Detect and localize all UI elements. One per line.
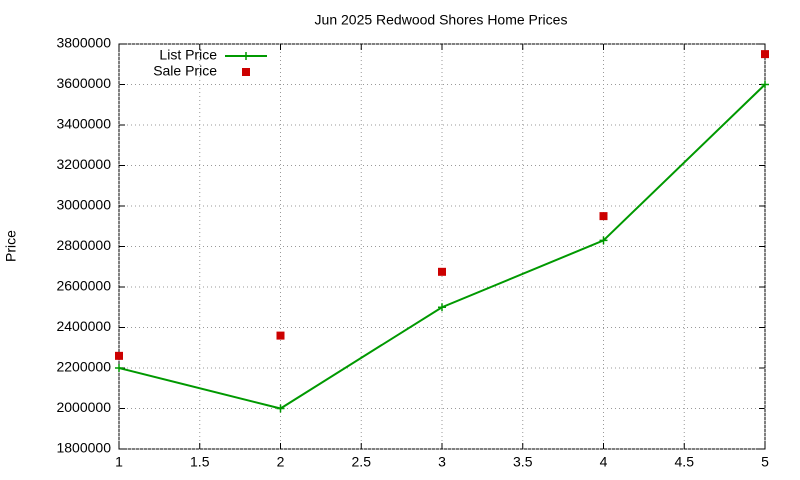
y-tick-label: 3000000 xyxy=(56,197,111,213)
y-tick-label: 3200000 xyxy=(56,156,111,172)
point xyxy=(438,303,446,312)
y-tick-label: 3800000 xyxy=(56,35,111,51)
x-tick-label: 2 xyxy=(277,454,285,470)
y-tick-label: 3600000 xyxy=(56,75,111,91)
y-tick-label: 2600000 xyxy=(56,278,111,294)
y-tick-label: 2800000 xyxy=(56,237,111,253)
point xyxy=(761,80,769,89)
point xyxy=(599,236,608,245)
x-tick-label: 4 xyxy=(600,454,608,470)
chart-title: Jun 2025 Redwood Shores Home Prices xyxy=(315,12,568,28)
x-tick-label: 5 xyxy=(761,454,769,470)
y-tick-label: 1800000 xyxy=(56,440,111,456)
legend-label: List Price xyxy=(159,47,217,63)
y-tick-label: 2000000 xyxy=(56,399,111,415)
y-axis-label: Price xyxy=(3,230,19,262)
legend-marker xyxy=(242,68,250,76)
point xyxy=(599,212,608,221)
x-tick-label: 1.5 xyxy=(190,454,210,470)
x-tick-label: 3 xyxy=(438,454,446,470)
y-tick-label: 2200000 xyxy=(56,359,111,375)
x-tick-label: 2.5 xyxy=(352,454,372,470)
y-tick-label: 2400000 xyxy=(56,318,111,334)
legend-label: Sale Price xyxy=(153,63,217,79)
x-tick-label: 4.5 xyxy=(675,454,695,470)
point xyxy=(438,267,446,276)
x-tick-label: 3.5 xyxy=(513,454,533,470)
point xyxy=(276,404,285,413)
point xyxy=(115,351,123,360)
y-tick-label: 3400000 xyxy=(56,116,111,132)
legend-marker xyxy=(242,52,250,60)
x-tick-label: 1 xyxy=(115,454,123,470)
point xyxy=(276,331,285,340)
point xyxy=(761,50,769,59)
point xyxy=(115,364,123,372)
